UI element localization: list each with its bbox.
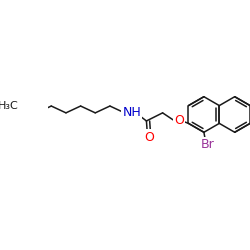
Text: H₃C: H₃C bbox=[0, 101, 19, 111]
Text: O: O bbox=[174, 114, 184, 128]
Text: O: O bbox=[144, 131, 154, 144]
Text: NH: NH bbox=[122, 106, 141, 119]
Text: Br: Br bbox=[200, 138, 214, 151]
